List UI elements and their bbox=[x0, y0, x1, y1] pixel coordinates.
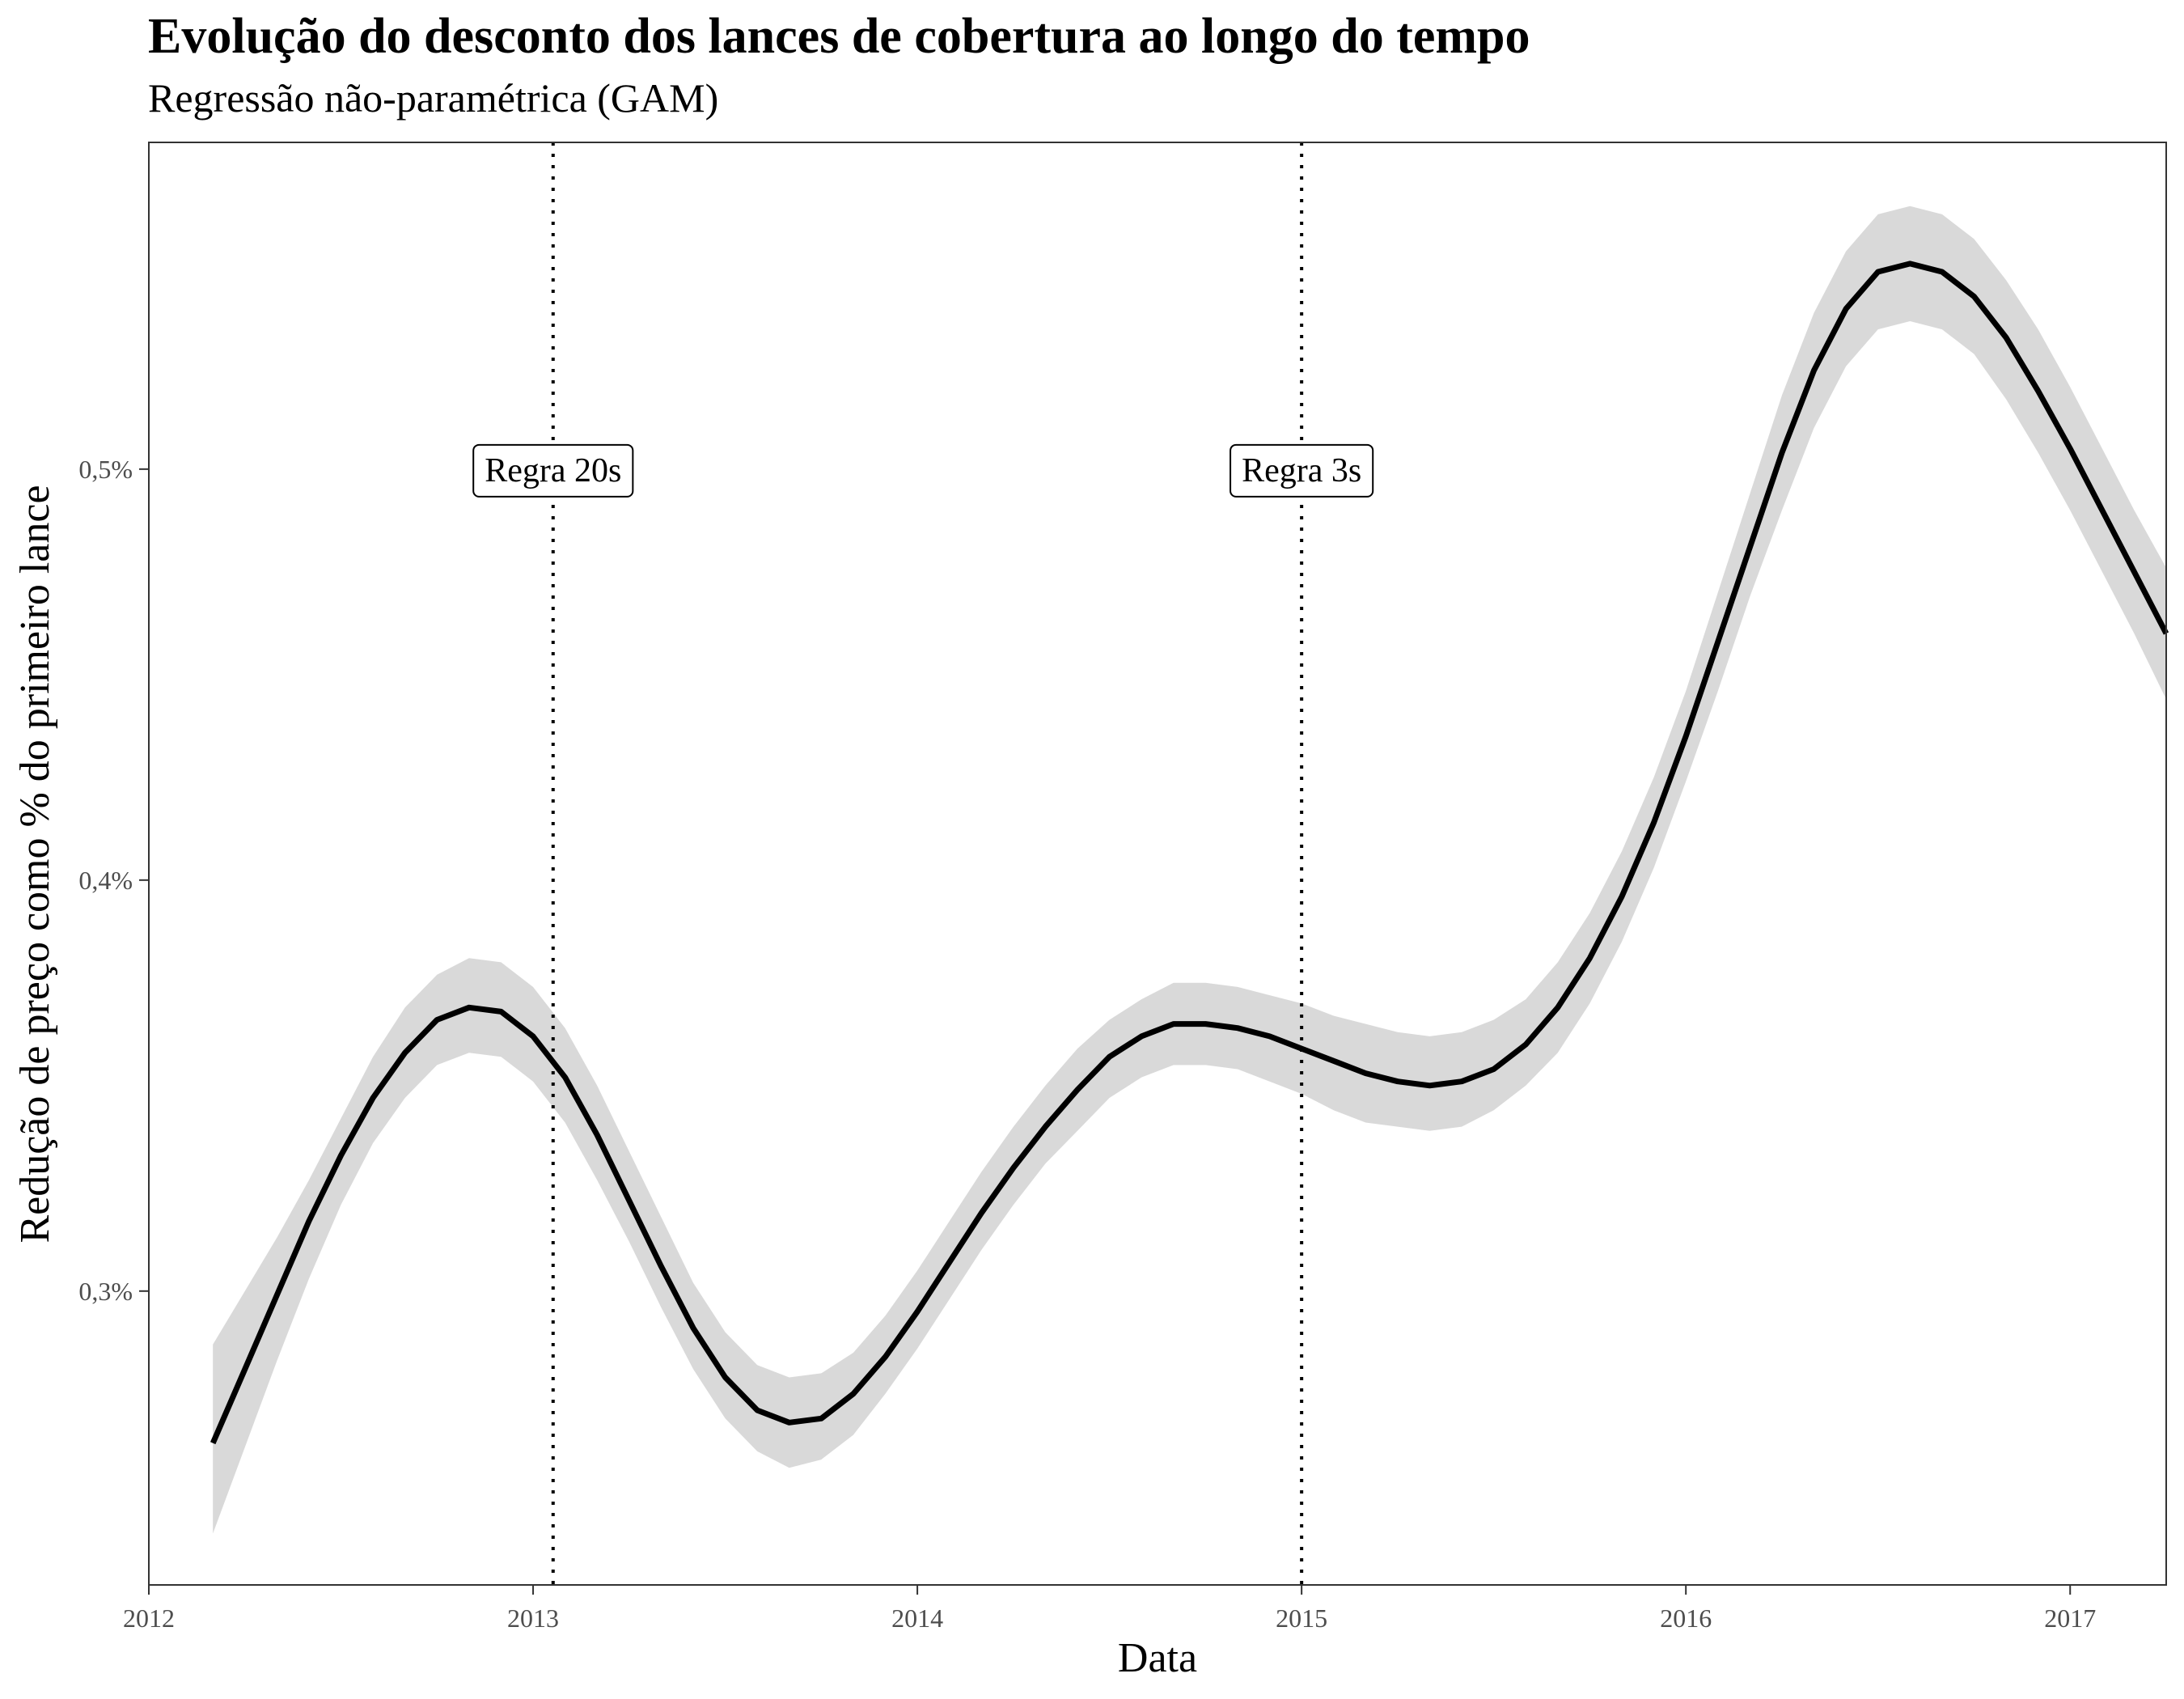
y-tick-label: 0,5% bbox=[78, 455, 133, 484]
x-tick-label: 2013 bbox=[507, 1604, 559, 1633]
plot-area: Regra 20s Regra 3s bbox=[210, 142, 2169, 1585]
x-tick-label: 2015 bbox=[1276, 1604, 1327, 1633]
rule-label-box bbox=[472, 443, 634, 498]
y-axis-title: Redução de preço como % do primeiro lanc… bbox=[12, 485, 58, 1243]
plot-frame bbox=[148, 142, 2167, 1586]
rule-label-1: Regra 20s bbox=[472, 443, 634, 498]
x-tick-label: 2012 bbox=[123, 1604, 175, 1633]
rule-label-2: Regra 3s bbox=[1230, 443, 1374, 498]
x-axis-ticks: 2012 2013 2014 2015 2016 2017 bbox=[123, 1585, 2096, 1633]
x-tick-label: 2017 bbox=[2044, 1604, 2096, 1633]
x-axis-title: Data bbox=[1118, 1635, 1197, 1681]
gam-fit-line bbox=[210, 261, 2169, 1445]
rule-label-text: Regra 3s bbox=[1242, 452, 1361, 489]
x-tick-label: 2014 bbox=[891, 1604, 943, 1633]
y-tick-label: 0,4% bbox=[78, 866, 133, 895]
rule-label-text: Regra 20s bbox=[485, 452, 621, 489]
y-tick-label: 0,3% bbox=[78, 1277, 133, 1306]
chart-subtitle: Regressão não-paramétrica (GAM) bbox=[148, 75, 718, 121]
y-axis-ticks: 0,3% 0,4% 0,5% bbox=[78, 455, 149, 1306]
confidence-band bbox=[213, 205, 2167, 1534]
chart-title: Evolução do desconto dos lances de cober… bbox=[148, 9, 1530, 64]
rule-label-box bbox=[1230, 443, 1374, 498]
x-tick-label: 2016 bbox=[1660, 1604, 1712, 1633]
